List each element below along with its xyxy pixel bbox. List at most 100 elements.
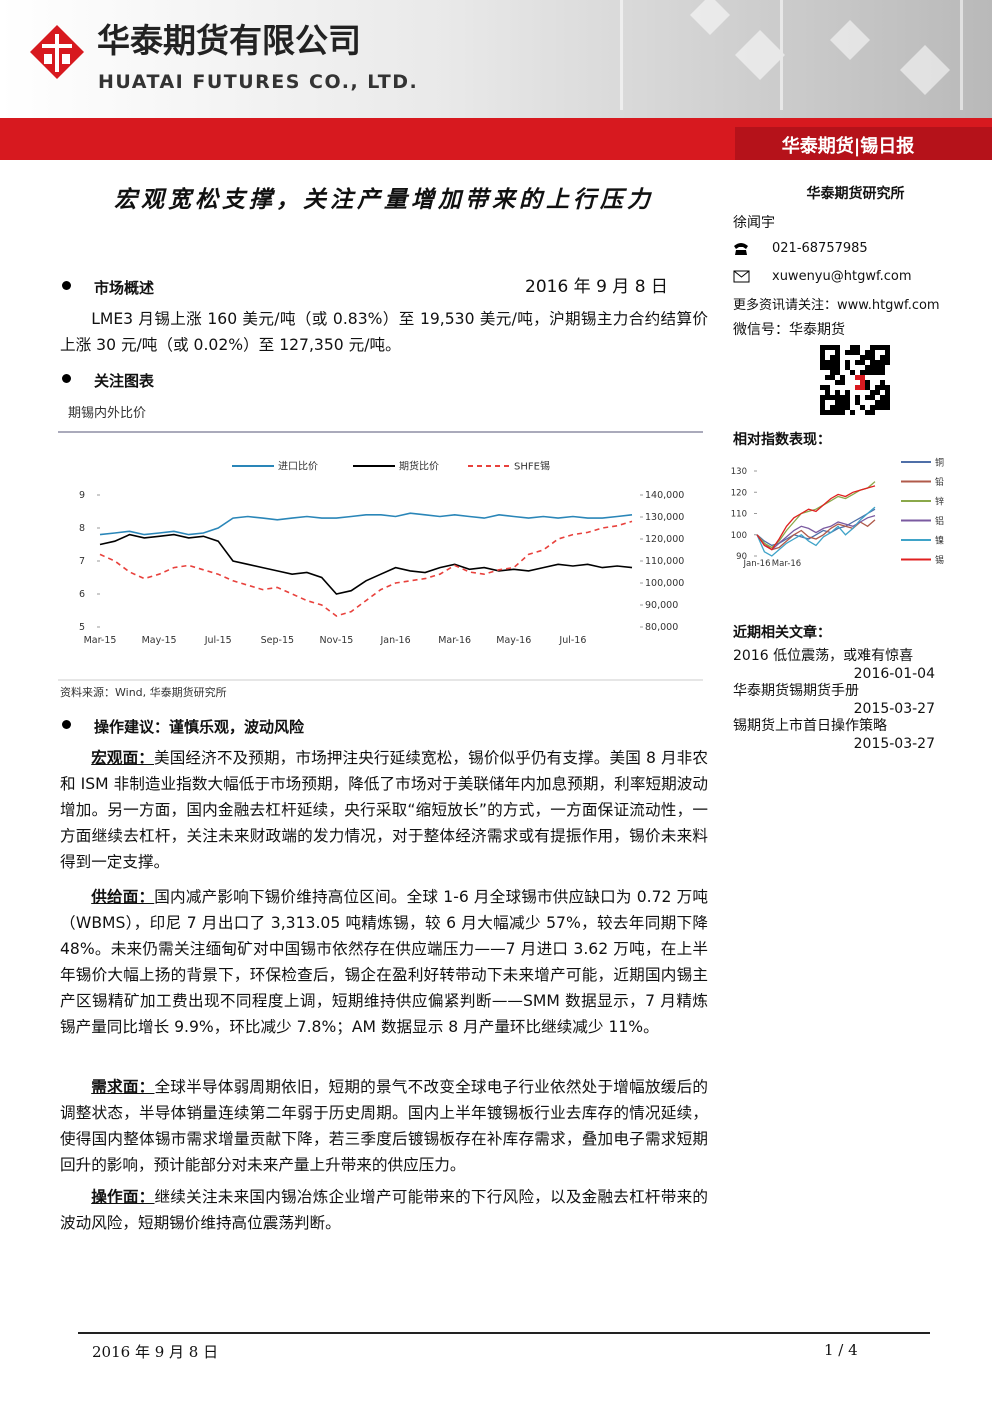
overview-text: LME3 月锡上涨 160 美元/吨（或 0.83%）至 19,530 美元/吨… — [60, 310, 708, 354]
header: 华泰期货有限公司 HUATAI FUTURES CO., LTD. 华泰期货|锡… — [0, 0, 992, 160]
analyst: 徐闻宇 — [733, 215, 775, 231]
qr-cell — [860, 360, 865, 365]
qr-cell — [880, 395, 885, 400]
qr-cell — [870, 355, 875, 360]
qr-cell — [865, 355, 870, 360]
article-title: 锡期货上市首日操作策略 — [733, 718, 887, 734]
legend-label: 期货比价 — [399, 460, 439, 473]
legend-label: SHFE锡 — [514, 460, 550, 473]
chart-caption: 期锡内外比价 — [68, 406, 147, 421]
qr-cell — [855, 345, 860, 350]
qr-cell — [860, 355, 865, 360]
qr-cell — [830, 375, 835, 380]
qr-cell — [845, 390, 850, 395]
x-tick-label: Jan-16 — [743, 559, 771, 569]
qr-cell — [880, 345, 885, 350]
qr-cell — [825, 345, 830, 350]
advice-text: 国内减产影响下锡价维持高位区间。全球 1-6 月全球锡市供应缺口为 0.72 万… — [60, 888, 708, 1036]
qr-cell — [825, 410, 830, 415]
articles-title: 近期相关文章： — [733, 625, 831, 641]
page-number: 1 / 4 — [824, 1341, 858, 1359]
x-tick-label: May-16 — [496, 635, 531, 646]
qr-cell — [865, 370, 870, 375]
qr-cell — [875, 405, 880, 410]
qr-cell — [880, 370, 885, 375]
qr-cell — [885, 350, 890, 355]
qr-cell — [830, 395, 835, 400]
email: xuwenyu@htgwf.com — [772, 269, 912, 284]
qr-cell — [860, 380, 865, 385]
qr-cell — [825, 365, 830, 370]
series-line — [756, 506, 876, 557]
qr-cell — [860, 375, 865, 380]
qr-cell — [875, 360, 880, 365]
qr-cell — [885, 395, 890, 400]
qr-cell — [850, 345, 855, 350]
qr-cell — [820, 360, 825, 365]
section-heading: 操作建议：谨慎乐观，波动风险 — [94, 718, 305, 736]
y-tick-label: 90 — [736, 552, 747, 562]
y-tick-label: 100 — [731, 531, 747, 541]
qr-cell — [825, 375, 830, 380]
qr-cell — [870, 360, 875, 365]
report-tag: 华泰期货|锡日报 — [782, 135, 915, 157]
y-tick-label: 8 — [79, 523, 85, 534]
qr-cell — [855, 360, 860, 365]
x-tick-label: Mar-16 — [438, 635, 471, 646]
qr-cell — [880, 355, 885, 360]
qr-cell — [835, 380, 840, 385]
legend-label: 铅 — [935, 476, 944, 488]
advice-paragraph: 宏观面：美国经济不及预期，市场押注央行延续宽松，锡价似乎仍有支撑。美国 8 月非… — [60, 745, 708, 875]
qr-cell — [820, 345, 825, 350]
qr-cell — [820, 410, 825, 415]
qr-cell — [840, 400, 845, 405]
x-tick-label: Jul-16 — [558, 635, 586, 646]
section-heading: 市场概述 — [94, 279, 155, 297]
qr-cell — [875, 370, 880, 375]
article-date: 2015-03-27 — [853, 700, 935, 717]
company-cn: 华泰期货有限公司 — [97, 21, 361, 60]
qr-cell — [880, 405, 885, 410]
qr-cell — [840, 375, 845, 380]
x-tick-label: May-15 — [142, 635, 177, 646]
legend-label: 进口比价 — [278, 461, 318, 473]
qr-cell — [835, 350, 840, 355]
qr-cell — [870, 370, 875, 375]
qr-cell — [830, 345, 835, 350]
x-tick-label: Nov-15 — [320, 635, 354, 646]
header-decor — [620, 0, 963, 110]
advice-paragraph: 操作面：继续关注未来国内锡冶炼企业增产可能带来的下行风险，以及金融去杠杆带来的波… — [60, 1184, 708, 1236]
qr-cell — [840, 410, 845, 415]
qr-cell — [840, 380, 845, 385]
article-list: 2016 低位震荡，或难有惊喜 2016-01-04 华泰期货锡期货手册 2015-0… — [733, 648, 935, 753]
y2-tick-label: 90,000 — [645, 600, 678, 611]
qr-cell — [825, 360, 830, 365]
y-tick-label: 130 — [731, 467, 747, 477]
qr-cell — [830, 405, 835, 410]
qr-cell — [885, 345, 890, 350]
qr-cell — [835, 360, 840, 365]
y-tick-label: 110 — [731, 510, 747, 520]
ratio-chart: 5 6 7 8 9 80,000 90,000 100,000 110,000 120,000 13… — [58, 431, 703, 681]
qr-cell — [875, 385, 880, 390]
advice-label: 操作面： — [91, 1188, 155, 1206]
qr-cell — [820, 365, 825, 370]
legend-label: 镍 — [935, 535, 944, 547]
qr-cell — [830, 360, 835, 365]
qr-cell — [880, 365, 885, 370]
qr-cell — [835, 345, 840, 350]
qr-cell — [850, 410, 855, 415]
qr-cell — [820, 385, 825, 390]
qr-cell — [870, 395, 875, 400]
bullet — [62, 281, 71, 290]
bullet — [62, 720, 71, 729]
qr-cell — [875, 390, 880, 395]
tag-bg — [735, 127, 992, 160]
header-bg — [0, 0, 992, 118]
qr-cell — [835, 410, 840, 415]
y2-tick-label: 120,000 — [645, 534, 684, 545]
series-line — [99, 533, 633, 595]
qr-cell — [865, 395, 870, 400]
article-date: 2016-01-04 — [853, 665, 935, 682]
